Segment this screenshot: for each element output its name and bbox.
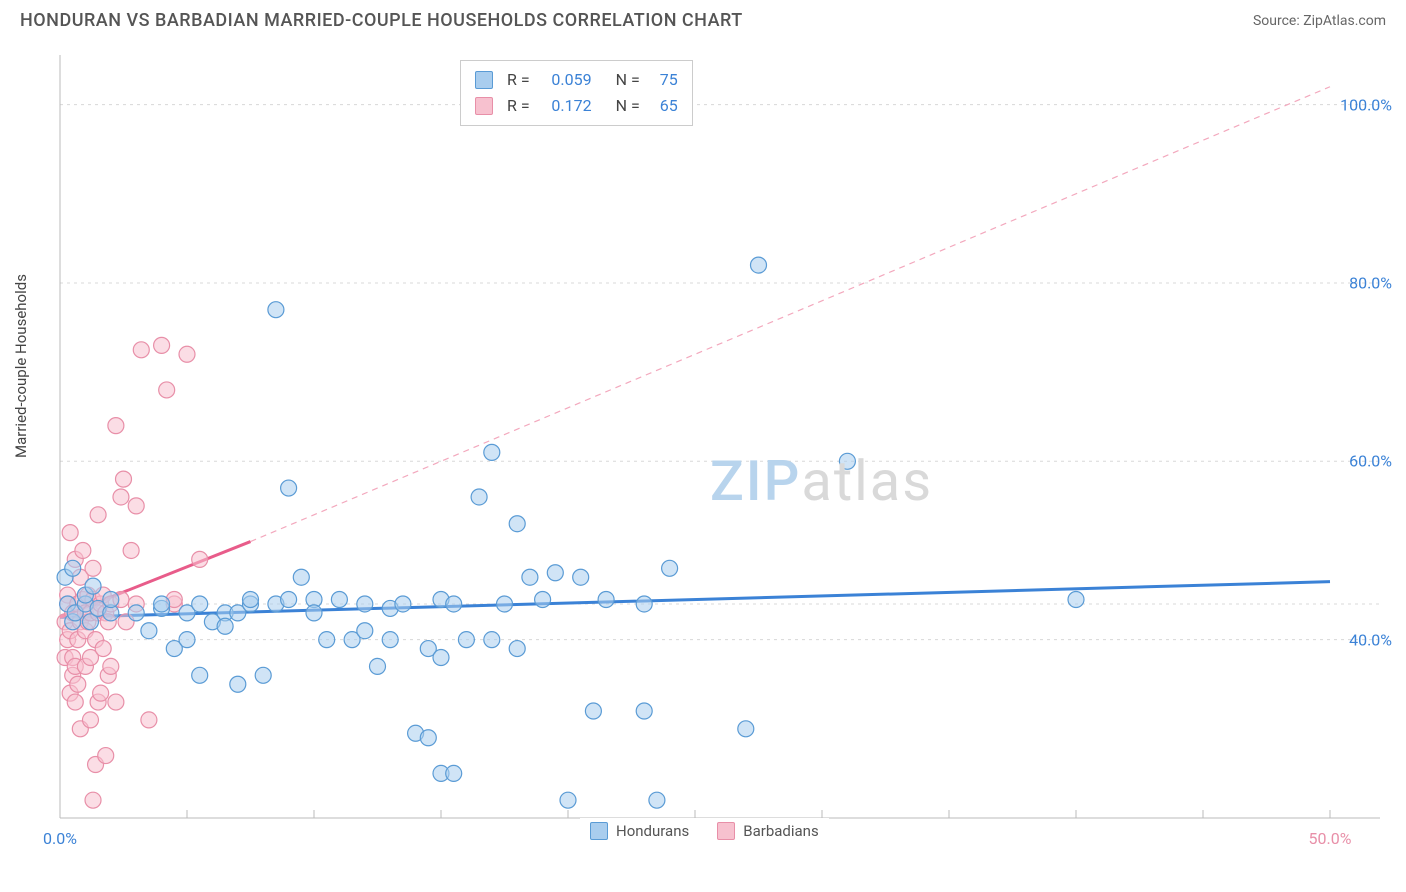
source-name: ZipAtlas.com (1303, 13, 1386, 29)
xtick-label: 50.0% (1309, 829, 1352, 848)
source-attribution: Source: ZipAtlas.com (1253, 13, 1386, 29)
legend-item-hondurans: Hondurans (590, 822, 689, 840)
ytick-label: 40.0% (1349, 630, 1392, 649)
xtick-label: 0.0% (43, 829, 77, 848)
legend-item-barbadians: Barbadians (717, 822, 818, 840)
stats-legend-box: R = 0.059 N = 75 R = 0.172 N = 65 (460, 60, 693, 126)
stats-row-barbadians: R = 0.172 N = 65 (475, 93, 678, 119)
chart-area: Married-couple Households R = 0.059 N = … (50, 48, 1390, 846)
scatter-plot (50, 48, 1390, 846)
source-label: Source: (1253, 13, 1303, 29)
stats-swatch-hondurans (475, 71, 493, 89)
legend-label-hondurans: Hondurans (616, 822, 689, 840)
stat-r-label: R = (507, 93, 530, 119)
stat-r-value-0: 0.059 (540, 67, 592, 93)
legend-swatch-barbadians (717, 822, 735, 840)
stat-n-label: N = (616, 67, 640, 93)
stat-r-label: R = (507, 67, 530, 93)
ytick-label: 60.0% (1349, 452, 1392, 471)
legend-label-barbadians: Barbadians (743, 822, 818, 840)
chart-header: HONDURAN VS BARBADIAN MARRIED-COUPLE HOU… (0, 0, 1406, 31)
ytick-label: 100.0% (1340, 95, 1392, 114)
legend-swatch-hondurans (590, 822, 608, 840)
stats-swatch-barbadians (475, 97, 493, 115)
stat-n-value-1: 65 (650, 93, 678, 119)
stats-row-hondurans: R = 0.059 N = 75 (475, 67, 678, 93)
stat-n-label: N = (616, 93, 640, 119)
ytick-label: 80.0% (1349, 273, 1392, 292)
series-legend: Hondurans Barbadians (580, 818, 829, 844)
chart-title: HONDURAN VS BARBADIAN MARRIED-COUPLE HOU… (20, 10, 743, 31)
y-axis-label: Married-couple Households (12, 274, 30, 458)
stat-r-value-1: 0.172 (540, 93, 592, 119)
stat-n-value-0: 75 (650, 67, 678, 93)
